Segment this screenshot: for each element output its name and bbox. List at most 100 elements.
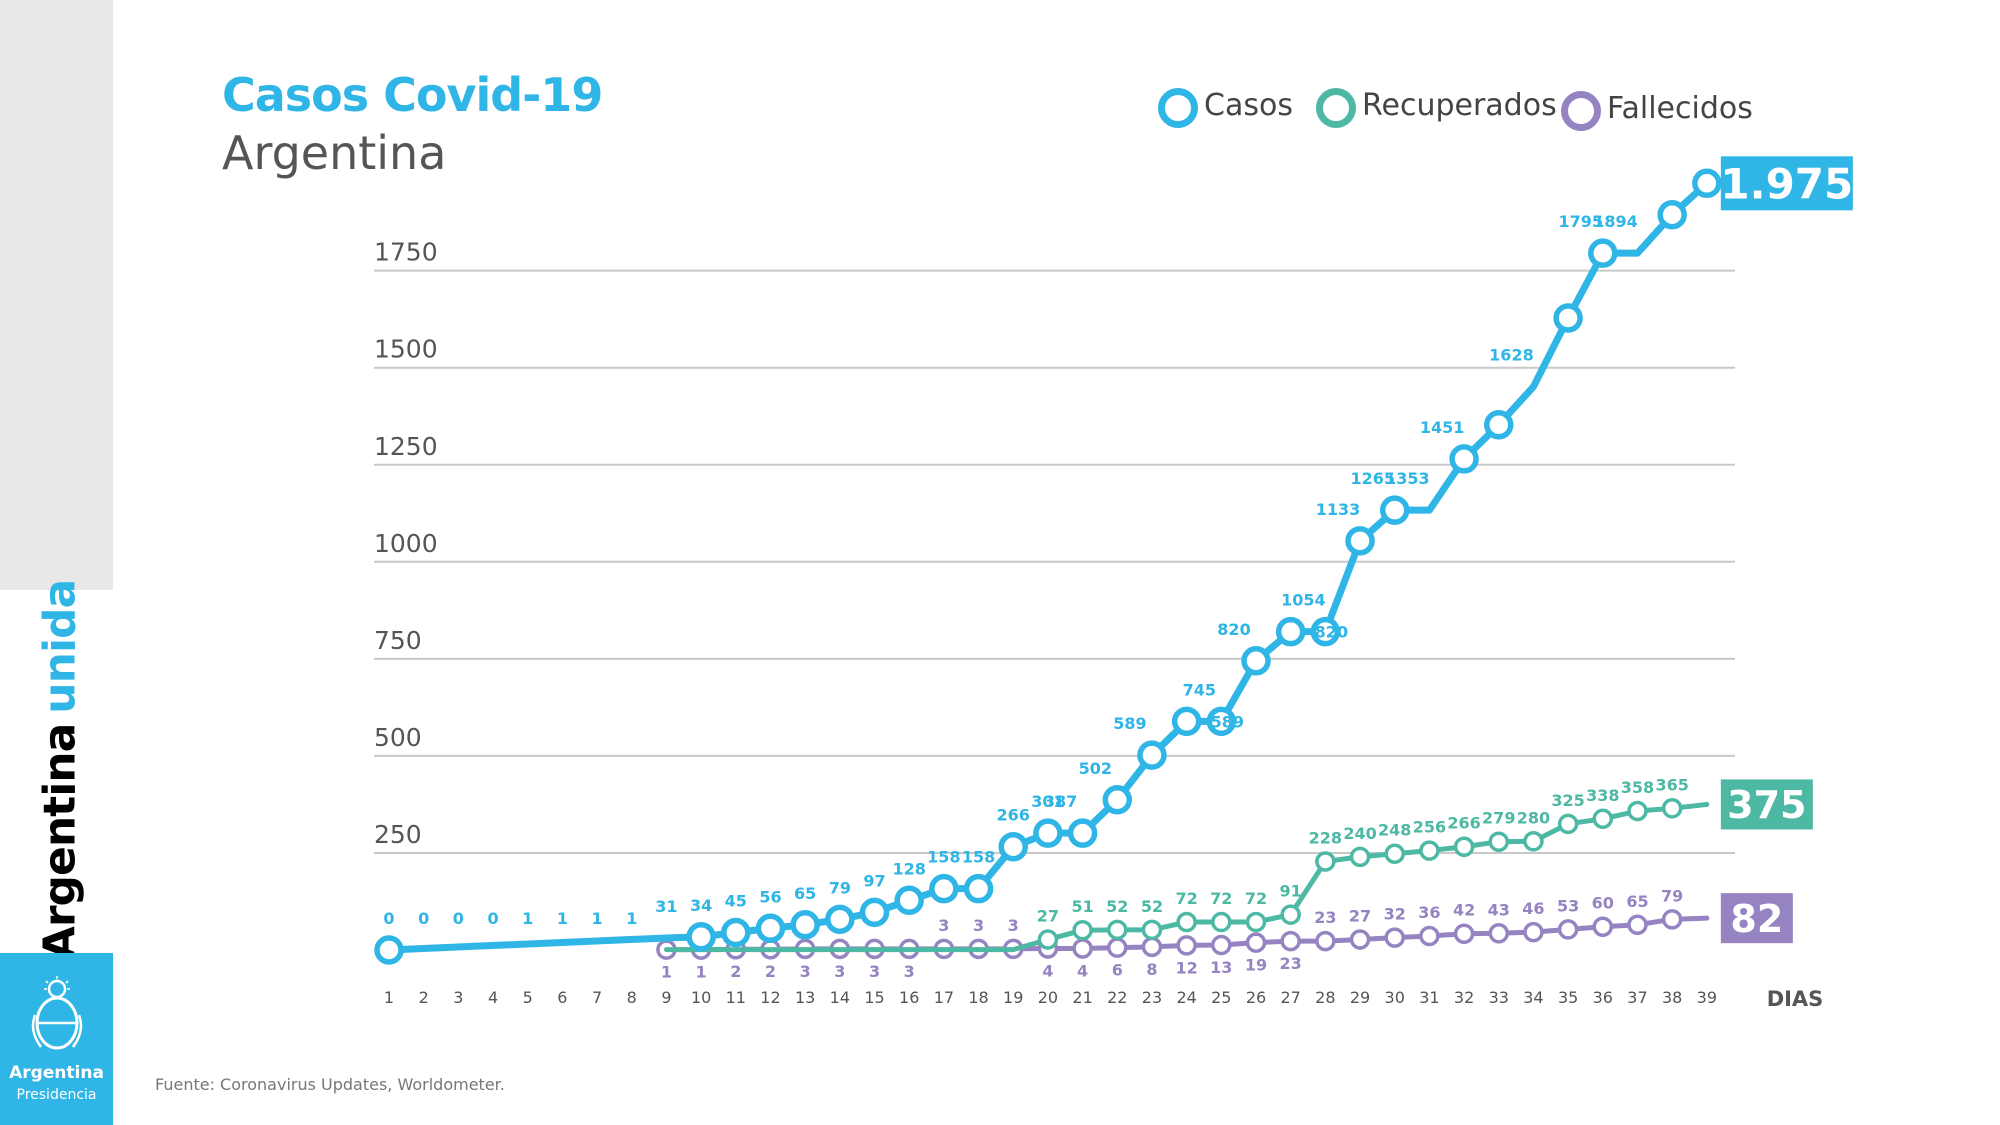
y-tick-label: 1250	[374, 432, 438, 461]
fallecidos-data-label: 23	[1314, 908, 1336, 927]
x-tick-label: 26	[1246, 988, 1266, 1007]
sidebar-gray-panel	[0, 0, 113, 590]
fallecidos-point	[1384, 927, 1405, 948]
casos-data-label: 589	[1211, 712, 1244, 731]
recuperados-point	[1349, 846, 1371, 868]
casos-point	[1033, 818, 1063, 848]
recuperados-point	[1211, 911, 1232, 933]
casos-data-label: 1	[557, 909, 568, 928]
recuperados-point	[1627, 800, 1648, 822]
recuperados-point	[1557, 813, 1579, 835]
fallecidos-data-label: 42	[1453, 901, 1475, 920]
fallecidos-point	[1107, 937, 1128, 958]
source-note: Fuente: Coronavirus Updates, Worldometer…	[155, 1075, 505, 1094]
casos-data-label: 1795	[1559, 212, 1604, 231]
x-tick-label: 38	[1662, 988, 1682, 1007]
recuperados-data-label: 228	[1309, 828, 1342, 847]
y-tick-label: 1000	[374, 529, 438, 558]
x-tick-label: 4	[488, 988, 498, 1007]
fallecidos-point	[1592, 916, 1614, 937]
recuperados-data-label: 240	[1343, 824, 1376, 843]
fallecidos-data-label: 43	[1488, 900, 1510, 919]
fallecidos-data-label: 32	[1384, 905, 1406, 924]
recuperados-data-label: 72	[1210, 889, 1232, 908]
sidebar-slogan-panel	[0, 590, 113, 953]
casos-data-label: 1054	[1281, 591, 1326, 610]
casos-data-label: 97	[863, 871, 885, 890]
casos-data-label: 387	[1044, 792, 1077, 811]
x-tick-label: 20	[1038, 988, 1058, 1007]
casos-data-label: 158	[927, 848, 960, 867]
recuperados-data-label: 72	[1245, 889, 1267, 908]
casos-point	[1379, 495, 1410, 525]
chart-title: Casos Covid-19	[222, 68, 603, 122]
recuperados-data-label: 365	[1655, 775, 1688, 794]
x-tick-label: 10	[691, 988, 711, 1007]
casos-point	[1588, 238, 1618, 268]
casos-point	[1553, 303, 1583, 333]
x-tick-label: 11	[726, 988, 746, 1007]
casos-point	[1657, 199, 1687, 230]
casos-data-label: 79	[829, 878, 851, 897]
x-tick-label: 29	[1350, 988, 1370, 1007]
x-tick-label: 34	[1523, 988, 1543, 1007]
fallecidos-data-label: 4	[1077, 961, 1088, 980]
x-tick-label: 37	[1627, 988, 1647, 1007]
fallecidos-data-label: 2	[730, 962, 741, 981]
x-tick-label: 27	[1281, 988, 1301, 1007]
legend-label-casos: Casos	[1204, 88, 1293, 123]
casos-point	[1067, 818, 1098, 848]
casos-point	[1484, 410, 1514, 440]
recuperados-point	[1384, 843, 1405, 864]
x-tick-label: 6	[557, 988, 567, 1007]
casos-point	[1102, 785, 1133, 815]
fallecidos-data-label: 12	[1176, 958, 1198, 977]
fallecidos-data-label: 1	[696, 963, 707, 982]
x-tick-label: 36	[1593, 988, 1613, 1007]
x-tick-label: 33	[1489, 988, 1509, 1007]
casos-data-label: 301	[1031, 792, 1064, 811]
casos-point	[894, 885, 924, 916]
recuperados-data-label: 52	[1106, 897, 1128, 916]
fallecidos-point	[1315, 930, 1336, 952]
fallecidos-point	[1453, 923, 1475, 944]
y-tick-label: 1500	[374, 335, 438, 364]
x-tick-label: 35	[1558, 988, 1578, 1007]
recuperados-point	[1141, 919, 1163, 941]
casos-point	[963, 873, 994, 904]
x-tick-label: 32	[1454, 988, 1474, 1007]
fallecidos-data-label: 79	[1661, 886, 1683, 905]
fallecidos-data-label: 19	[1245, 956, 1267, 975]
recuperados-point	[1453, 836, 1475, 857]
x-tick-label: 25	[1211, 988, 1231, 1007]
casos-data-label: 0	[453, 909, 464, 928]
x-tick-label: 24	[1176, 988, 1196, 1007]
fallecidos-final-label: 82	[1730, 897, 1783, 941]
x-tick-label: 31	[1419, 988, 1439, 1007]
fallecidos-data-label: 23	[1280, 954, 1302, 973]
casos-data-label: 0	[487, 909, 498, 928]
casos-data-label: 1628	[1489, 346, 1534, 365]
casos-point	[686, 922, 716, 952]
recuperados-data-label: 338	[1586, 786, 1619, 805]
casos-point	[998, 831, 1028, 862]
x-tick-label: 28	[1315, 988, 1335, 1007]
casos-final-label: 1.975	[1720, 159, 1853, 208]
casos-data-label: 1	[592, 909, 603, 928]
casos-final-badge	[1720, 156, 1853, 211]
fallecidos-point	[1557, 919, 1579, 940]
x-tick-label: 3	[453, 988, 463, 1007]
x-tick-label: 13	[795, 988, 815, 1007]
x-tick-label: 22	[1107, 988, 1127, 1007]
recuperados-data-label: 325	[1551, 791, 1584, 810]
fallecidos-data-label: 3	[973, 916, 984, 935]
x-tick-label: 5	[523, 988, 533, 1007]
casos-data-label: 158	[962, 848, 995, 867]
fallecidos-data-label: 3	[904, 962, 915, 981]
x-tick-label: 19	[1003, 988, 1023, 1007]
legend-ring-fallecidos-icon	[1561, 91, 1601, 131]
casos-point	[1310, 616, 1341, 647]
recuperados-point	[1523, 831, 1544, 852]
recuperados-data-label: 280	[1517, 808, 1550, 827]
